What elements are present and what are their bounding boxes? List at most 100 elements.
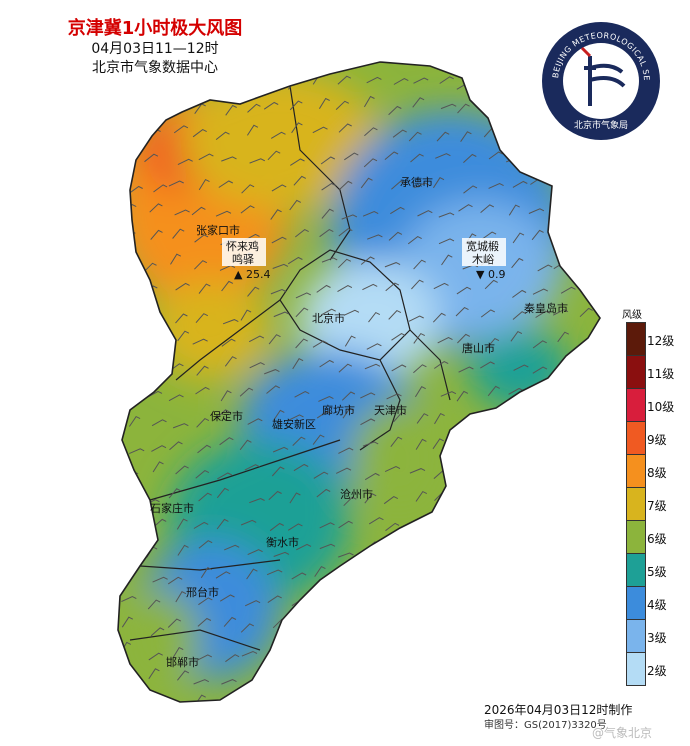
wind-barb-icon <box>335 467 352 474</box>
wind-barb-icon <box>488 151 503 160</box>
wind-barb-icon <box>582 466 596 476</box>
wind-barb-icon <box>582 544 598 553</box>
wind-barb-icon <box>121 543 137 551</box>
wind-barb-icon <box>195 470 210 479</box>
wind-barb-icon <box>336 697 350 702</box>
wind-barb-icon <box>320 156 336 165</box>
wind-barb-icon <box>172 646 184 659</box>
wind-barb-icon <box>143 262 157 273</box>
wind-barb-icon <box>439 568 455 576</box>
station-max-marker-icon: ▲ <box>234 268 243 281</box>
wind-barb-icon <box>366 343 382 350</box>
wind-barb-icon <box>457 333 471 344</box>
wind-barb-icon <box>434 590 446 602</box>
wind-barb-icon <box>292 436 306 446</box>
wind-barb-icon <box>287 523 303 531</box>
legend-label-4: 4级 <box>647 598 667 612</box>
wind-barb-icon <box>487 490 501 500</box>
wind-barb-icon <box>241 650 258 657</box>
wind-barb-icon <box>608 467 621 475</box>
wind-barb-icon <box>338 363 353 373</box>
wind-barb-icon <box>343 309 360 316</box>
wind-barb-icon <box>512 232 525 244</box>
wind-barb-icon <box>462 649 475 661</box>
wind-barb-icon <box>537 128 550 139</box>
wind-barb-icon <box>434 544 450 552</box>
border-shijiazhuang <box>149 439 341 501</box>
wind-barb-icon <box>580 99 596 107</box>
wind-barb-icon <box>247 694 259 702</box>
wind-barb-icon <box>366 76 382 84</box>
wind-barb-icon <box>384 569 398 580</box>
wind-barb-icon <box>127 519 141 529</box>
wind-barb-icon <box>553 235 567 245</box>
wind-barb-icon <box>168 79 182 90</box>
wind-barb-icon <box>578 673 592 683</box>
wind-barb-icon <box>240 623 255 633</box>
city-label-tianjin: 天津市 <box>374 403 407 417</box>
wind-barb-icon <box>407 236 422 245</box>
wind-barb-icon <box>537 672 552 681</box>
wind-barb-icon <box>293 463 309 472</box>
wind-barb-icon <box>289 100 303 111</box>
wind-barb-icon <box>215 571 231 579</box>
wind-barb-icon <box>340 678 356 687</box>
wind-barb-icon <box>507 564 518 576</box>
wind-barb-icon <box>128 185 143 194</box>
wind-barb-icon <box>512 289 527 298</box>
wind-barb-icon <box>364 709 379 714</box>
wind-barb-icon <box>225 104 237 116</box>
wind-barb-icon <box>152 461 164 473</box>
wind-barb-icon <box>432 438 445 450</box>
wind-barb-icon <box>390 436 403 448</box>
wind-barb-icon <box>608 447 623 452</box>
wind-barb-icon <box>195 313 209 324</box>
wind-barb-icon <box>582 445 598 452</box>
wind-barb-icon <box>603 255 614 265</box>
wind-barb-icon <box>267 150 281 161</box>
wind-barb-icon <box>318 625 332 635</box>
wind-barb-icon <box>432 312 446 323</box>
wind-barb-icon <box>342 407 355 419</box>
wind-barb-icon <box>530 443 543 454</box>
wind-barb-icon <box>460 570 475 579</box>
wind-barb-icon <box>150 627 165 637</box>
wind-barb-icon <box>482 519 497 527</box>
wind-barb-icon <box>124 80 141 87</box>
wind-barb-icon <box>273 409 285 421</box>
wind-barb-icon <box>217 472 233 480</box>
wind-barb-icon <box>575 384 588 395</box>
wind-barb-icon <box>528 412 545 419</box>
wind-barb-icon <box>414 386 426 398</box>
wind-barb-icon <box>532 288 549 295</box>
wind-barb-icon <box>271 184 287 192</box>
wind-barb-icon <box>123 334 137 345</box>
logo-flag-icon <box>580 46 592 58</box>
station-max-name-line1: 怀来鸡 <box>226 239 259 253</box>
wind-barb-icon <box>362 571 378 578</box>
wind-barb-icon <box>316 284 331 293</box>
legend-title: 风级 <box>622 310 642 321</box>
wind-barb-icon <box>576 207 593 214</box>
admin-borders <box>129 85 451 651</box>
wind-barb-icon <box>552 496 568 503</box>
wind-barb-icon <box>440 103 457 110</box>
wind-barb-icon <box>413 77 429 84</box>
wind-barb-icon <box>168 394 184 402</box>
wind-barb-icon <box>435 153 451 159</box>
wind-barb-icon <box>534 544 548 555</box>
wind-barb-icon <box>150 229 163 240</box>
wind-barb-icon <box>289 492 301 504</box>
wind-barb-icon <box>121 616 134 628</box>
wind-barb-icon <box>175 282 190 291</box>
wind-barb-icon <box>605 100 619 107</box>
wind-barb-icon <box>561 359 573 372</box>
wind-barb-icon <box>246 124 259 136</box>
wind-barb-icon <box>579 307 593 318</box>
wind-barb-icon <box>249 362 265 369</box>
wind-barb-icon <box>535 618 547 630</box>
wind-barb-icon <box>289 199 302 211</box>
wind-barb-icon <box>579 416 592 428</box>
wind-barb-icon <box>557 436 571 447</box>
wind-barb-icon <box>463 153 477 163</box>
